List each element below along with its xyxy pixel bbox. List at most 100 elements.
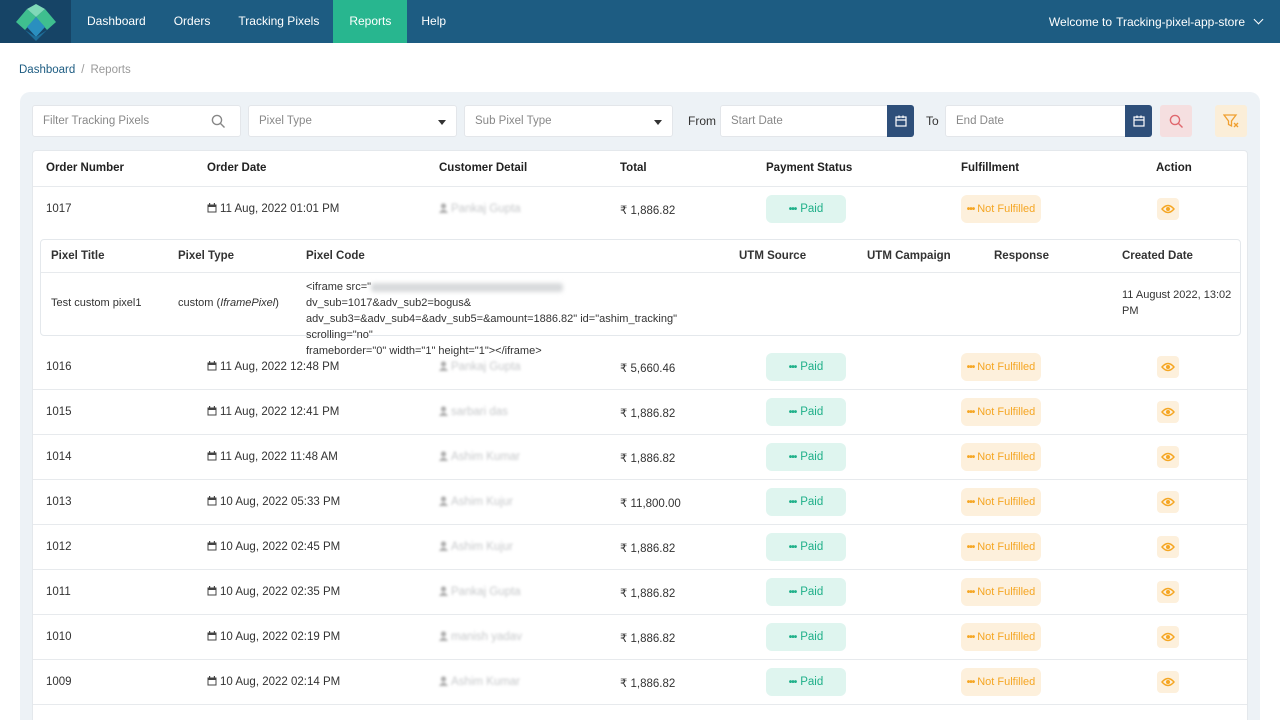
order-date: 11 Aug, 2022 12:41 PM: [207, 406, 339, 418]
calendar-icon: [207, 541, 217, 551]
header-customer-detail: Customer Detail: [439, 162, 528, 174]
order-number[interactable]: 1016: [46, 361, 72, 373]
pixel-created-date: 11 August 2022, 13:02 PM: [1122, 289, 1232, 317]
order-number[interactable]: 1011: [46, 586, 71, 598]
store-name: Tracking-pixel-app-store: [1116, 14, 1245, 29]
fulfillment-status-badge: ••• Not Fulfilled: [961, 195, 1041, 223]
fulfillment-status-badge: ••• Not Fulfilled: [961, 443, 1041, 471]
table-row[interactable]: 1011 10 Aug, 2022 02:35 PM Pankaj Gupta ₹ 1…: [33, 570, 1247, 615]
breadcrumb: Dashboard / Reports: [19, 64, 131, 76]
caret-down-icon: [438, 120, 446, 125]
customer-detail: Ashim Kumar: [439, 451, 520, 463]
table-row[interactable]: 1013 10 Aug, 2022 05:33 PM Ashim Kujur ₹ 11…: [33, 480, 1247, 525]
eye-icon: [1161, 204, 1175, 214]
order-total: ₹ 1,886.82: [620, 205, 676, 217]
fulfillment-status-badge: ••• Not Fulfilled: [961, 623, 1041, 651]
nav-help[interactable]: Help: [421, 14, 447, 28]
order-number[interactable]: 1014: [46, 451, 72, 463]
nav-tracking-pixels[interactable]: Tracking Pixels: [238, 14, 320, 28]
fulfillment-status-badge: ••• Not Fulfilled: [961, 668, 1041, 696]
calendar-icon: [1132, 115, 1145, 127]
customer-detail: Pankaj Gupta: [439, 361, 521, 373]
view-order-button[interactable]: [1157, 581, 1179, 603]
table-row[interactable]: 1010 10 Aug, 2022 02:19 PM manish yadav ₹ 1…: [33, 615, 1247, 660]
pixel-code: <iframe src="dv_sub=1017&adv_sub2=bogus&…: [306, 281, 678, 357]
order-total: ₹ 1,886.82: [620, 588, 676, 600]
sub-pixel-type-value: Sub Pixel Type: [475, 115, 552, 127]
payment-status-badge: ••• Paid: [766, 623, 846, 651]
fulfillment-status-badge: ••• Not Fulfilled: [961, 533, 1041, 561]
table-row[interactable]: 1017 11 Aug, 2022 01:01 PM Pankaj Gupta ₹ 1…: [33, 187, 1247, 232]
table-row[interactable]: 1016 11 Aug, 2022 12:48 PM Pankaj Gupta ₹ 5…: [33, 345, 1247, 390]
caret-down-icon: [654, 120, 662, 125]
pixel-type-value: Pixel Type: [259, 115, 312, 127]
detail-header-utm-campaign: UTM Campaign: [867, 250, 951, 262]
start-date-calendar-button[interactable]: [887, 105, 914, 137]
view-order-button[interactable]: [1157, 446, 1179, 468]
end-date-input[interactable]: End Date: [945, 105, 1126, 137]
view-order-button[interactable]: [1157, 356, 1179, 378]
table-row[interactable]: 1009 10 Aug, 2022 02:14 PM Ashim Kumar ₹ 1,…: [33, 660, 1247, 705]
nav-reports[interactable]: Reports: [333, 0, 408, 43]
order-number[interactable]: 1015: [46, 406, 72, 418]
order-total: ₹ 1,886.82: [620, 453, 676, 465]
header-fulfillment: Fulfillment: [961, 162, 1020, 174]
search-button[interactable]: [1160, 105, 1192, 137]
customer-detail: Ashim Kumar: [439, 676, 520, 688]
user-menu[interactable]: Welcome to Tracking-pixel-app-store: [1049, 0, 1264, 43]
header-total: Total: [620, 162, 647, 174]
sub-pixel-type-select[interactable]: Sub Pixel Type: [464, 105, 673, 137]
order-number[interactable]: 1012: [46, 541, 72, 553]
table-row[interactable]: 1012 10 Aug, 2022 02:45 PM Ashim Kujur ₹ 1,…: [33, 525, 1247, 570]
filter-clear-icon: [1223, 113, 1239, 127]
end-date-calendar-button[interactable]: [1125, 105, 1152, 137]
customer-detail: Pankaj Gupta: [439, 586, 521, 598]
pixel-title: Test custom pixel1: [51, 297, 142, 309]
clear-filter-button[interactable]: [1215, 105, 1247, 137]
start-date-placeholder: Start Date: [731, 115, 783, 127]
view-order-button[interactable]: [1157, 491, 1179, 513]
filter-search-input[interactable]: Filter Tracking Pixels: [32, 105, 241, 137]
view-order-button[interactable]: [1157, 626, 1179, 648]
payment-status-badge: ••• Paid: [766, 488, 846, 516]
calendar-icon: [894, 115, 907, 127]
view-order-button[interactable]: [1157, 536, 1179, 558]
app-logo[interactable]: [0, 0, 71, 43]
order-number[interactable]: 1009: [46, 676, 72, 688]
calendar-icon: [207, 586, 217, 596]
pixel-type-select[interactable]: Pixel Type: [248, 105, 457, 137]
nav-dashboard[interactable]: Dashboard: [87, 14, 146, 28]
detail-header-pixel-title: Pixel Title: [51, 250, 105, 262]
view-order-button[interactable]: [1157, 401, 1179, 423]
table-row[interactable]: 1014 11 Aug, 2022 11:48 AM Ashim Kumar ₹ 1,…: [33, 435, 1247, 480]
calendar-icon: [207, 361, 217, 371]
order-number[interactable]: 1017: [46, 203, 72, 215]
header-order-date: Order Date: [207, 162, 267, 174]
from-label: From: [688, 114, 716, 128]
order-total: ₹ 1,886.82: [620, 408, 676, 420]
payment-status-badge: ••• Paid: [766, 398, 846, 426]
detail-header-pixel-code: Pixel Code: [306, 250, 365, 262]
order-date: 10 Aug, 2022 02:19 PM: [207, 631, 340, 643]
start-date-input[interactable]: Start Date: [720, 105, 888, 137]
pixel-detail-table: Pixel Title Pixel Type Pixel Code UTM So…: [40, 239, 1241, 357]
order-date: 11 Aug, 2022 12:48 PM: [207, 361, 339, 373]
order-total: ₹ 11,800.00: [620, 498, 681, 510]
payment-status-badge: ••• Paid: [766, 668, 846, 696]
view-order-button[interactable]: [1157, 198, 1179, 220]
order-number[interactable]: 1013: [46, 496, 72, 508]
fulfillment-status-badge: ••• Not Fulfilled: [961, 488, 1041, 516]
breadcrumb-dashboard[interactable]: Dashboard: [19, 64, 76, 76]
payment-status-badge: ••• Paid: [766, 195, 846, 223]
table-row[interactable]: 1015 11 Aug, 2022 12:41 PM sarbari das ₹ 1,…: [33, 390, 1247, 435]
customer-detail: manish yadav: [439, 631, 522, 643]
order-number[interactable]: 1010: [46, 631, 72, 643]
customer-detail: Pankaj Gupta: [439, 203, 521, 215]
view-order-button[interactable]: [1157, 671, 1179, 693]
order-date: 10 Aug, 2022 02:14 PM: [207, 676, 340, 688]
order-total: ₹ 1,886.82: [620, 543, 676, 555]
nav-orders[interactable]: Orders: [173, 14, 211, 28]
eye-icon: [1161, 452, 1175, 462]
detail-header-response: Response: [994, 250, 1049, 262]
header-action: Action: [1156, 162, 1192, 174]
